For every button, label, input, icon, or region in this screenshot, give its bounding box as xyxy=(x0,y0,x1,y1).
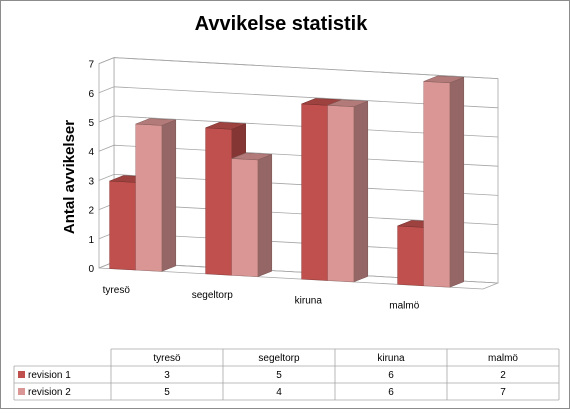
table-value-cell: 5 xyxy=(276,370,282,381)
gridline xyxy=(98,86,499,109)
bar xyxy=(231,152,273,278)
y-tick-label: 1 xyxy=(88,235,94,246)
gridline xyxy=(98,57,499,79)
gridline xyxy=(98,115,499,138)
x-tick-label: kiruna xyxy=(295,295,323,306)
table-value-cell: 2 xyxy=(500,370,506,381)
gridline xyxy=(98,173,499,196)
y-tick-label: 4 xyxy=(88,147,94,158)
x-tick-labels: tyresö segeltorp kiruna malmö xyxy=(103,285,420,312)
y-axis-label: Antal avvikelser xyxy=(61,120,78,234)
bar-top xyxy=(231,152,272,161)
bar xyxy=(135,118,177,272)
bar-front xyxy=(301,103,328,281)
y-tick-label: 3 xyxy=(88,176,94,187)
legend-entry: revision 2 xyxy=(28,387,71,398)
legend-swatch xyxy=(18,388,25,395)
table-header-cell: tyresö xyxy=(153,353,181,364)
gridline xyxy=(98,144,499,167)
table-value-cell: 6 xyxy=(388,387,394,398)
bar xyxy=(327,99,369,283)
legend-entry: revision 1 xyxy=(28,370,71,381)
bar-front xyxy=(231,158,259,277)
chart-title: Avvikelse statistik xyxy=(195,13,369,35)
table-value-cell: 4 xyxy=(276,387,282,398)
bar-top xyxy=(423,75,464,84)
bar-side xyxy=(257,154,273,278)
table-header-cell: segeltorp xyxy=(258,353,300,364)
y-tick-label: 7 xyxy=(88,60,94,71)
bar-side xyxy=(161,119,177,272)
bar-front xyxy=(423,81,451,288)
x-tick-label: segeltorp xyxy=(192,290,234,301)
legend-swatch xyxy=(18,371,25,378)
table-header-cell: malmö xyxy=(488,353,518,364)
y-tick-labels: 0 1 2 3 4 5 6 7 xyxy=(88,60,94,275)
bar-front xyxy=(109,180,136,271)
bar-side xyxy=(353,100,369,283)
bar xyxy=(423,75,465,288)
bar-top xyxy=(135,118,176,126)
table-value-cell: 7 xyxy=(500,387,506,398)
bar-top xyxy=(205,122,246,130)
y-tick-label: 2 xyxy=(88,206,94,217)
bar-side xyxy=(449,76,465,288)
bar-front xyxy=(205,127,232,276)
y-tick-label: 0 xyxy=(88,264,94,275)
table-value-cell: 6 xyxy=(388,370,394,381)
bar-front xyxy=(135,123,163,272)
bars xyxy=(109,75,465,288)
data-table: tyresö segeltorp kiruna malmö revision 1 3 5 6 2… xyxy=(13,348,560,401)
bar-front xyxy=(397,225,424,287)
y-tick-label: 5 xyxy=(88,118,94,129)
x-tick-label: malmö xyxy=(389,301,419,312)
y-tick-label: 6 xyxy=(88,89,94,100)
x-tick-label: tyresö xyxy=(103,285,131,296)
table-value-cell: 5 xyxy=(164,387,170,398)
bar-front xyxy=(327,105,355,283)
table-header-cell: kiruna xyxy=(377,353,405,364)
bar-top xyxy=(327,99,368,107)
table-value-cell: 3 xyxy=(164,370,170,381)
